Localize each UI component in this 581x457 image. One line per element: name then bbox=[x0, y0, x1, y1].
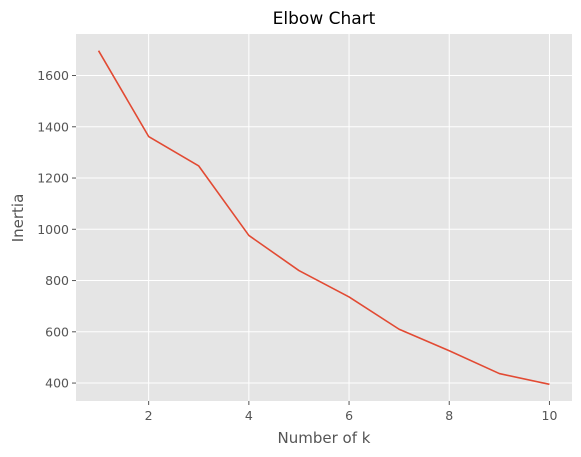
ticks: 2 4 6 8 10 400 600 800 1000 1200 1400 1600 bbox=[37, 68, 557, 423]
x-tick-label: 6 bbox=[345, 408, 353, 423]
y-tick-label: 1400 bbox=[37, 119, 69, 134]
grid bbox=[76, 34, 572, 401]
x-tick-label: 10 bbox=[542, 408, 558, 423]
y-tick-label: 400 bbox=[45, 376, 69, 391]
series-line-inertia bbox=[97, 50, 550, 386]
y-tick-label: 1000 bbox=[37, 222, 69, 237]
chart-title: Elbow Chart bbox=[273, 9, 376, 29]
y-axis-label: Inertia bbox=[9, 194, 27, 243]
y-tick-label: 600 bbox=[45, 324, 69, 339]
x-tick-label: 8 bbox=[445, 408, 453, 423]
y-tick-label: 1600 bbox=[37, 68, 69, 83]
plot-area bbox=[76, 34, 572, 401]
x-axis-label: Number of k bbox=[278, 429, 371, 447]
y-tick-label: 1200 bbox=[37, 171, 69, 186]
x-tick-label: 4 bbox=[245, 408, 253, 423]
y-tick-label: 800 bbox=[45, 273, 69, 288]
x-tick-label: 2 bbox=[145, 408, 153, 423]
